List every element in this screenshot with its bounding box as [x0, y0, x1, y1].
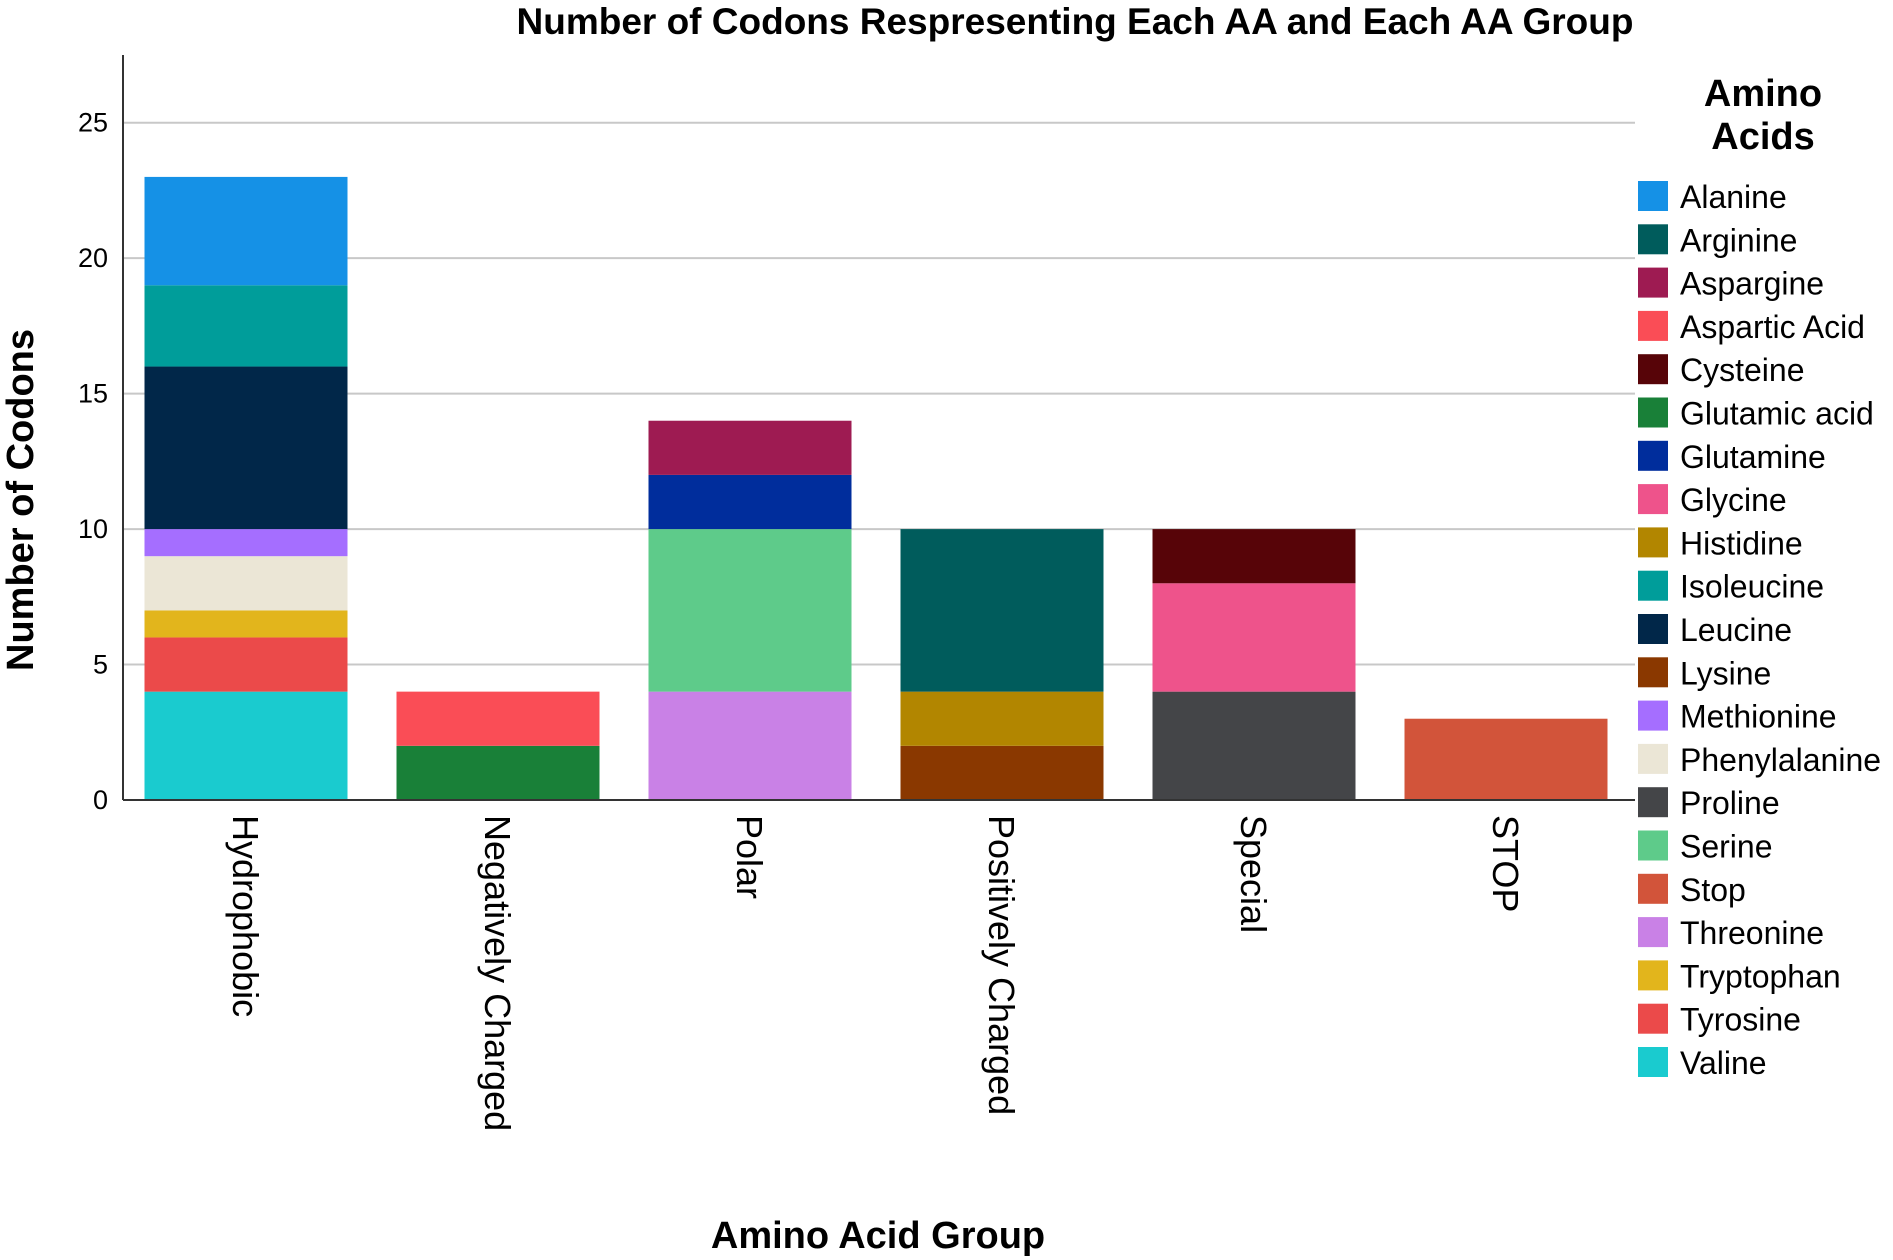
x-category-label-special: Special: [1233, 815, 1274, 933]
bar-positively-charged-lysine: [900, 745, 1104, 800]
legend-swatch-valine: [1638, 1047, 1668, 1077]
legend-label-stop: Stop: [1680, 872, 1746, 908]
y-tick-label-20: 20: [78, 243, 108, 273]
legend-swatch-lysine: [1638, 657, 1668, 688]
chart-title: Number of Codons Respresenting Each AA a…: [517, 1, 1634, 42]
bars: [144, 176, 1608, 800]
bar-hydrophobic-tryptophan: [144, 610, 348, 638]
legend-label-proline: Proline: [1680, 785, 1780, 821]
legend-label-glutamic-acid: Glutamic acid: [1680, 396, 1874, 432]
legend-label-isoleucine: Isoleucine: [1680, 569, 1824, 605]
x-category-label-hydrophobic: Hydrophobic: [225, 815, 266, 1017]
legend-swatch-cysteine: [1638, 354, 1668, 385]
legend-swatch-aspartic-acid: [1638, 310, 1668, 341]
legend-swatch-aspargine: [1638, 267, 1668, 298]
x-axis-title: Amino Acid Group: [711, 1215, 1045, 1257]
bar-hydrophobic-methionine: [144, 529, 348, 557]
bar-stop-stop: [1404, 718, 1608, 800]
bar-positively-charged-histidine: [900, 691, 1104, 746]
legend-swatch-methionine: [1638, 700, 1668, 731]
legend-swatch-threonine: [1638, 917, 1668, 948]
bar-polar-threonine: [648, 691, 852, 800]
legend-swatch-tyrosine: [1638, 1003, 1668, 1034]
x-category-labels: Hydrophobic Negatively Charged Polar Positi…: [225, 815, 1526, 1131]
gridlines: [123, 121, 1635, 666]
legend-title-line-1: Amino: [1704, 73, 1822, 115]
legend-swatch-serine: [1638, 830, 1668, 861]
legend-label-valine: Valine: [1680, 1045, 1767, 1081]
bar-negatively-charged-aspartic-acid: [396, 691, 600, 746]
legend-swatch-histidine: [1638, 527, 1668, 558]
legend-label-serine: Serine: [1680, 829, 1773, 865]
legend-swatch-alanine: [1638, 181, 1668, 211]
bar-hydrophobic-alanine: [144, 176, 348, 286]
legend-swatch-stop: [1638, 873, 1668, 904]
x-category-label-positively-charged: Positively Charged: [981, 815, 1022, 1115]
legend-label-aspargine: Aspargine: [1680, 266, 1824, 302]
legend-label-cysteine: Cysteine: [1680, 352, 1805, 388]
bar-negatively-charged-glutamic-acid: [396, 745, 600, 800]
bar-hydrophobic-valine: [144, 691, 348, 800]
y-tick-label-25: 25: [78, 108, 108, 138]
legend-label-arginine: Arginine: [1680, 222, 1797, 258]
bar-polar-glutamine: [648, 474, 852, 530]
legend-swatch-isoleucine: [1638, 570, 1668, 601]
legend-label-glutamine: Glutamine: [1680, 439, 1826, 475]
legend: Amino Acids Alanine Arginine Aspargine Aspa…: [1638, 73, 1881, 1081]
bar-special-proline: [1152, 691, 1356, 800]
legend-swatch-glutamine: [1638, 440, 1668, 471]
bar-hydrophobic-leucine: [144, 366, 348, 530]
legend-label-glycine: Glycine: [1680, 482, 1787, 518]
legend-label-lysine: Lysine: [1680, 655, 1771, 691]
y-tick-label-5: 5: [93, 650, 108, 680]
bar-hydrophobic-isoleucine: [144, 285, 348, 367]
legend-swatch-tryptophan: [1638, 960, 1668, 991]
legend-swatch-proline: [1638, 787, 1668, 818]
bar-special-glycine: [1152, 583, 1356, 692]
y-tick-label-0: 0: [93, 785, 108, 815]
y-tick-labels: 0 5 10 15 20 25: [78, 108, 108, 815]
bar-hydrophobic-phenylalanine: [144, 556, 348, 611]
legend-label-phenylalanine: Phenylalanine: [1680, 742, 1881, 778]
legend-swatch-glycine: [1638, 484, 1668, 515]
legend-label-tryptophan: Tryptophan: [1680, 958, 1841, 994]
legend-label-methionine: Methionine: [1680, 699, 1837, 735]
bar-hydrophobic-tyrosine: [144, 637, 348, 692]
legend-label-histidine: Histidine: [1680, 525, 1803, 561]
legend-label-alanine: Alanine: [1680, 179, 1787, 215]
legend-label-aspartic-acid: Aspartic Acid: [1680, 309, 1865, 345]
legend-swatch-phenylalanine: [1638, 743, 1668, 774]
legend-title-line-2: Acids: [1711, 116, 1814, 158]
legend-swatch-glutamic-acid: [1638, 397, 1668, 428]
bar-special-cysteine: [1152, 529, 1356, 584]
legend-label-tyrosine: Tyrosine: [1680, 1002, 1801, 1038]
y-axis-title: Number of Codons: [0, 329, 42, 671]
x-category-label-polar: Polar: [729, 815, 770, 899]
legend-swatch-leucine: [1638, 614, 1668, 644]
x-category-label-negatively-charged: Negatively Charged: [477, 815, 518, 1131]
legend-label-leucine: Leucine: [1680, 612, 1792, 648]
axes: [122, 55, 1635, 801]
bar-positively-charged-arginine: [900, 529, 1104, 692]
y-tick-label-15: 15: [78, 379, 108, 409]
x-category-label-stop: STOP: [1485, 815, 1526, 912]
legend-swatch-arginine: [1638, 224, 1668, 255]
bar-polar-serine: [648, 529, 852, 692]
y-tick-label-10: 10: [78, 514, 108, 544]
bar-polar-aspargine: [648, 420, 852, 475]
legend-label-threonine: Threonine: [1680, 915, 1824, 951]
